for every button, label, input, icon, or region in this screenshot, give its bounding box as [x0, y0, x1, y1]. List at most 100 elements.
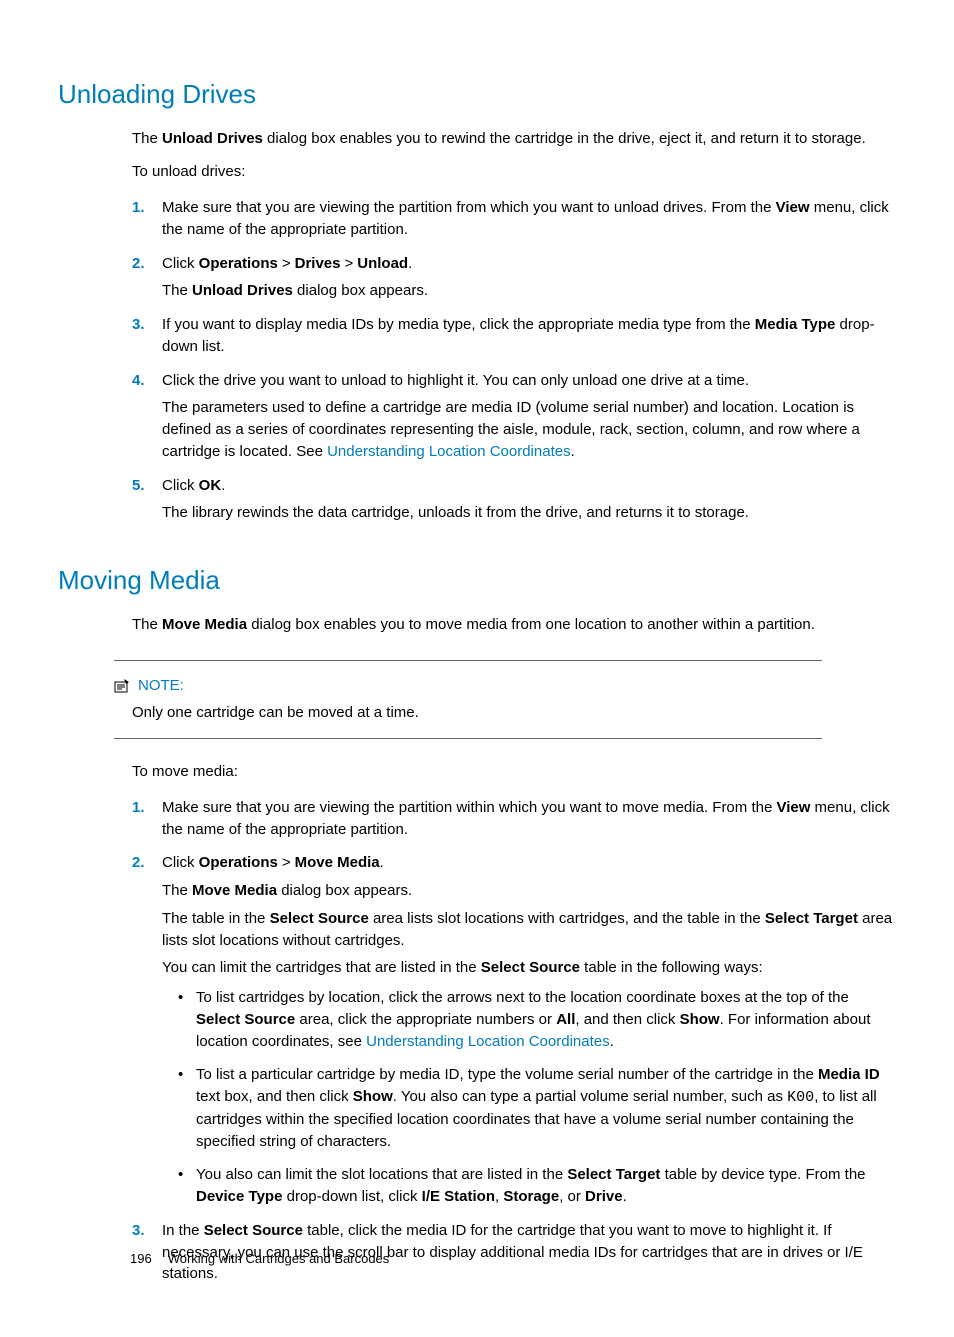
breadcrumb-sep: > [282, 255, 291, 272]
bold-text: Move Media [162, 616, 247, 633]
step-5: 5. Click OK. The library rewinds the dat… [132, 475, 896, 525]
page-number: 196 [130, 1251, 152, 1266]
bold-text: Storage [503, 1188, 559, 1205]
text: Click [162, 255, 199, 272]
step-number: 1. [132, 797, 145, 819]
text: . [380, 854, 384, 871]
text: The [132, 616, 162, 633]
bold-text: OK [199, 477, 222, 494]
step-number: 2. [132, 253, 145, 275]
step-4: 4. Click the drive you want to unload to… [132, 370, 896, 463]
text: Click [162, 477, 199, 494]
heading-unloading-drives: Unloading Drives [58, 76, 896, 114]
step-number: 5. [132, 475, 145, 497]
bold-text: View [776, 799, 810, 816]
text: drop-down list, click [282, 1188, 421, 1205]
link-understanding-coords[interactable]: Understanding Location Coordinates [327, 443, 571, 460]
bold-text: I/E Station [422, 1188, 495, 1205]
step-sub-para: The parameters used to define a cartridg… [162, 397, 896, 462]
bold-text: Select Target [765, 910, 858, 927]
step-sub-para: The table in the Select Source area list… [162, 908, 896, 952]
text: The table in the [162, 910, 270, 927]
bullet-item: You also can limit the slot locations th… [178, 1164, 896, 1208]
text: , and then click [575, 1011, 679, 1028]
bold-text: Select Source [270, 910, 369, 927]
text: dialog box appears. [293, 282, 428, 299]
note-icon [114, 679, 130, 693]
bold-text: Show [680, 1011, 720, 1028]
step-sub-para: The Unload Drives dialog box appears. [162, 280, 896, 302]
text: You can limit the cartridges that are li… [162, 959, 481, 976]
text: . [610, 1033, 614, 1050]
lead-text: To unload drives: [132, 161, 896, 183]
heading-moving-media: Moving Media [58, 562, 896, 600]
link-understanding-coords[interactable]: Understanding Location Coordinates [366, 1033, 610, 1050]
bold-text: Device Type [196, 1188, 282, 1205]
text: To list cartridges by location, click th… [196, 989, 849, 1006]
text: . [571, 443, 575, 460]
bold-text: Show [353, 1088, 393, 1105]
text: Make sure that you are viewing the parti… [162, 799, 776, 816]
intro-para: The Unload Drives dialog box enables you… [132, 128, 896, 150]
text: area lists slot locations with cartridge… [369, 910, 765, 927]
text: , or [559, 1188, 585, 1205]
step-2: 2. Click Operations>Move Media. The Move… [132, 852, 896, 1208]
bold-text: Operations [199, 255, 278, 272]
step-sub-para: The library rewinds the data cartridge, … [162, 502, 896, 524]
note-label: NOTE: [138, 675, 184, 697]
bold-text: Move Media [192, 882, 277, 899]
step-number: 2. [132, 852, 145, 874]
text: table by device type. From the [660, 1166, 865, 1183]
text: . You also can type a partial volume ser… [393, 1088, 787, 1105]
note-box: NOTE: Only one cartridge can be moved at… [114, 660, 822, 740]
text: . [623, 1188, 627, 1205]
text: dialog box enables you to move media fro… [247, 616, 815, 633]
bold-text: Select Source [204, 1222, 303, 1239]
page-footer: 196 Working with Cartridges and Barcodes [130, 1250, 389, 1269]
text: area, click the appropriate numbers or [295, 1011, 556, 1028]
section2-body: To move media: 1. Make sure that you are… [132, 761, 896, 1285]
bold-text: Unload Drives [192, 282, 293, 299]
text: To list a particular cartridge by media … [196, 1066, 818, 1083]
text: . [221, 477, 225, 494]
bold-text: Select Target [567, 1166, 660, 1183]
breadcrumb-sep: > [282, 854, 291, 871]
text: Click [162, 854, 199, 871]
bold-text: View [776, 199, 810, 216]
bullet-list: To list cartridges by location, click th… [178, 987, 896, 1208]
text: The [162, 882, 192, 899]
bold-text: Select Source [481, 959, 580, 976]
text: In the [162, 1222, 204, 1239]
text: Click the drive you want to unload to hi… [162, 372, 749, 389]
step-number: 4. [132, 370, 145, 392]
step-number: 3. [132, 314, 145, 336]
breadcrumb-sep: > [345, 255, 354, 272]
text: If you want to display media IDs by medi… [162, 316, 755, 333]
bold-text: Unload Drives [162, 130, 263, 147]
bold-text: Drives [295, 255, 341, 272]
chapter-title: Working with Cartridges and Barcodes [168, 1251, 390, 1266]
intro-para: The Move Media dialog box enables you to… [132, 614, 896, 636]
step-1: 1. Make sure that you are viewing the pa… [132, 797, 896, 841]
step-2: 2. Click Operations>Drives>Unload. The U… [132, 253, 896, 303]
bold-text: Select Source [196, 1011, 295, 1028]
bullet-item: To list cartridges by location, click th… [178, 987, 896, 1052]
bold-text: Media Type [755, 316, 836, 333]
bold-text: Media ID [818, 1066, 880, 1083]
section2-intro: The Move Media dialog box enables you to… [132, 614, 896, 636]
text: text box, and then click [196, 1088, 353, 1105]
steps-list-1: 1. Make sure that you are viewing the pa… [132, 197, 896, 524]
text: You also can limit the slot locations th… [196, 1166, 567, 1183]
text: dialog box appears. [277, 882, 412, 899]
steps-list-2: 1. Make sure that you are viewing the pa… [132, 797, 896, 1285]
bold-text: Move Media [295, 854, 380, 871]
mono-text: K00 [787, 1089, 814, 1106]
bold-text: Operations [199, 854, 278, 871]
step-number: 3. [132, 1220, 145, 1242]
text: The [132, 130, 162, 147]
section1-body: The Unload Drives dialog box enables you… [132, 128, 896, 525]
note-header: NOTE: [114, 675, 822, 697]
bold-text: All [556, 1011, 575, 1028]
text: Make sure that you are viewing the parti… [162, 199, 776, 216]
step-3: 3. If you want to display media IDs by m… [132, 314, 896, 358]
